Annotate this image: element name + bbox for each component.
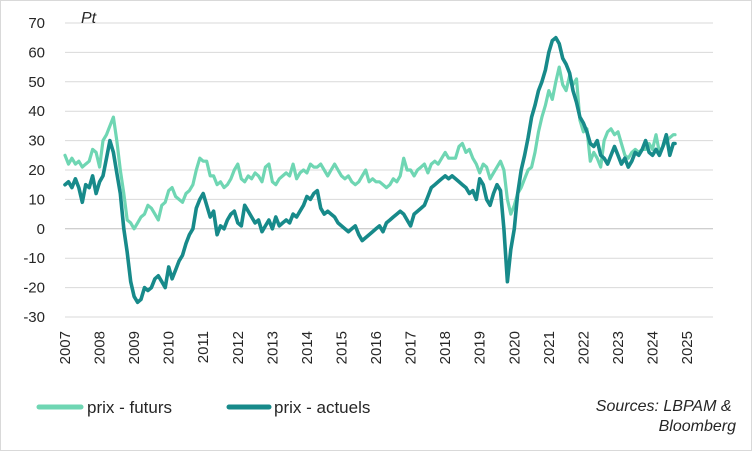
y-tick-label-50: 50 <box>28 74 45 91</box>
y-tick-label-60: 60 <box>28 44 45 61</box>
x-tick-label-2018: 2018 <box>437 331 454 364</box>
x-tick-label-2020: 2020 <box>506 331 523 364</box>
series-line-prix-actuels <box>63 35 677 305</box>
gridlines <box>65 22 713 318</box>
x-tick-label-2022: 2022 <box>575 331 592 364</box>
x-tick-label-2009: 2009 <box>126 331 143 364</box>
x-tick-label-2017: 2017 <box>403 331 420 364</box>
legend: prix - futurs prix - actuels <box>36 398 370 417</box>
x-axis-tick-labels: 2007 2008 2009 2010 2011 2012 2013 2014 2015 2016… <box>57 331 696 364</box>
y-tick-label-30: 30 <box>28 133 45 150</box>
x-tick-label-2008: 2008 <box>92 331 109 364</box>
source-note: Sources: LBPAM & Bloomberg <box>596 398 736 435</box>
y-tick-label-40: 40 <box>28 103 45 120</box>
source-line-2: Bloomberg <box>659 418 736 435</box>
x-tick-label-2013: 2013 <box>264 331 281 364</box>
x-tick-label-2024: 2024 <box>645 331 662 364</box>
y-tick-label-70: 70 <box>28 15 45 32</box>
y-tick-label-0: 0 <box>37 221 45 238</box>
series-line-prix-futurs <box>63 65 677 231</box>
y-unit-label: Pt <box>81 10 97 27</box>
x-tick-label-2015: 2015 <box>333 331 350 364</box>
x-tick-label-2007: 2007 <box>57 331 74 364</box>
x-tick-label-2011: 2011 <box>195 331 212 363</box>
y-tick-label--20: -20 <box>23 280 45 297</box>
source-line-1: Sources: LBPAM & <box>596 398 732 415</box>
y-tick-label-10: 10 <box>28 191 45 208</box>
legend-label-prix-futurs: prix - futurs <box>87 398 172 417</box>
series-lines <box>63 35 677 305</box>
x-tick-label-2021: 2021 <box>541 331 558 364</box>
y-tick-label--10: -10 <box>23 250 45 267</box>
x-tick-label-2016: 2016 <box>368 331 385 364</box>
x-tick-label-2023: 2023 <box>610 331 627 364</box>
x-tick-label-2012: 2012 <box>230 331 247 364</box>
x-tick-label-2019: 2019 <box>472 331 489 364</box>
legend-label-prix-actuels: prix - actuels <box>274 398 370 417</box>
y-axis-tick-labels: -30 -20 -10 0 10 20 30 40 50 60 70 <box>23 15 45 326</box>
y-tick-label-20: 20 <box>28 162 45 179</box>
x-tick-label-2010: 2010 <box>161 331 178 364</box>
x-tick-label-2025: 2025 <box>679 331 696 364</box>
y-tick-label--30: -30 <box>23 309 45 326</box>
x-tick-label-2014: 2014 <box>299 331 316 364</box>
